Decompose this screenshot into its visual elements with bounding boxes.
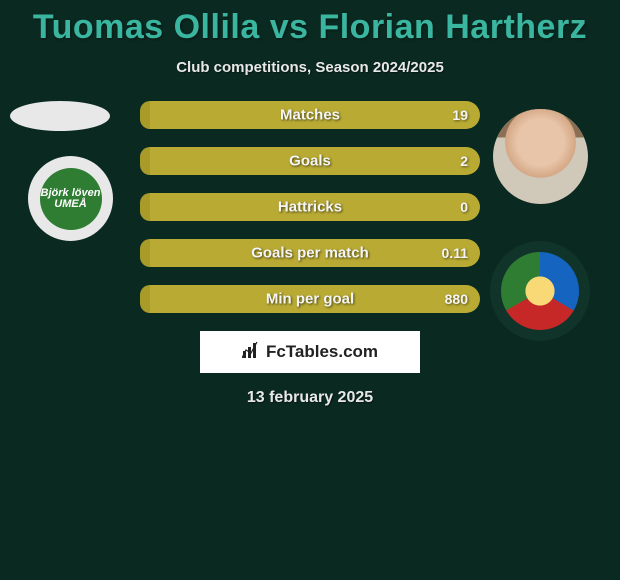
- right-club-badge: [490, 241, 590, 341]
- page-subtitle: Club competitions, Season 2024/2025: [0, 59, 620, 76]
- left-club-badge: Björk löven UMEÅ: [28, 156, 113, 241]
- stat-bar-row: Goals per match 0.11: [140, 239, 480, 267]
- stat-bar-label: Min per goal: [266, 291, 354, 308]
- page-title: Tuomas Ollila vs Florian Hartherz: [0, 0, 620, 47]
- stat-bar-value-right: 0.11: [442, 245, 468, 261]
- stat-bar-left-segment: [140, 147, 150, 175]
- branding-box: FcTables.com: [200, 331, 420, 373]
- stat-bar-value-right: 0: [460, 199, 468, 215]
- stat-bar-left-segment: [140, 239, 150, 267]
- stat-bar-label: Hattricks: [278, 199, 342, 216]
- stat-bar-row: Min per goal 880: [140, 285, 480, 313]
- club-crest-icon: Björk löven UMEÅ: [40, 168, 102, 230]
- stat-bar-label: Goals per match: [251, 245, 369, 262]
- stat-bar-value-right: 880: [445, 291, 468, 307]
- stat-bar-value-right: 2: [460, 153, 468, 169]
- club-crest-icon: [501, 252, 579, 330]
- stat-bar-left-segment: [140, 101, 150, 129]
- stat-bar-left-segment: [140, 285, 150, 313]
- stat-bar-value-right: 19: [452, 107, 468, 123]
- branding-label: FcTables.com: [266, 342, 378, 362]
- left-player-avatar: [10, 101, 110, 131]
- stats-bars: Matches 19 Goals 2 Hattricks 0 Goals per match…: [140, 101, 480, 313]
- date-label: 13 february 2025: [0, 389, 620, 407]
- comparison-content: Björk löven UMEÅ Matches 19 Goals 2 Hattrick…: [0, 101, 620, 407]
- player-face-icon: [493, 109, 588, 204]
- stat-bar-label: Goals: [289, 153, 331, 170]
- stat-bar-label: Matches: [280, 107, 340, 124]
- bar-chart-icon: [242, 341, 260, 364]
- stat-bar-row: Matches 19: [140, 101, 480, 129]
- stat-bar-row: Hattricks 0: [140, 193, 480, 221]
- right-player-avatar: [493, 109, 588, 204]
- stat-bar-left-segment: [140, 193, 150, 221]
- stat-bar-row: Goals 2: [140, 147, 480, 175]
